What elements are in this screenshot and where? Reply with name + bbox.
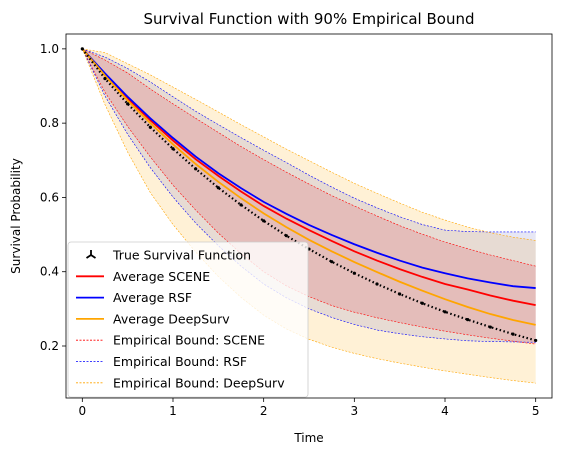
bound-bands xyxy=(82,48,536,384)
true-survival-point xyxy=(80,47,84,51)
bound-upper-empirical-bound-deepsurv xyxy=(82,48,536,241)
x-tick-label: 4 xyxy=(441,404,449,418)
series-line-average-deepsurv xyxy=(81,48,536,326)
bound-lower-empirical-bound-rsf xyxy=(82,48,536,343)
legend-frame xyxy=(67,241,309,398)
legend-label-average-rsf: Average RSF xyxy=(113,290,192,305)
true-survival-point xyxy=(171,147,175,151)
chart-title: Survival Function with 90% Empirical Bou… xyxy=(143,10,474,28)
true-survival-point xyxy=(443,310,447,314)
true-survival-point xyxy=(352,271,356,275)
x-axis: 0 1 2 3 4 5 xyxy=(79,398,540,418)
true-survival-point xyxy=(103,76,107,81)
bound-lower-empirical-bound-scene xyxy=(82,48,536,345)
legend-label-empirical-bound-deepsurv: Empirical Bound: DeepSurv xyxy=(113,375,285,390)
y-tick-label: 0.2 xyxy=(40,339,59,353)
legend-label-empirical-bound-rsf: Empirical Bound: RSF xyxy=(113,354,247,369)
x-tick-label: 0 xyxy=(79,404,87,418)
true-survival-point xyxy=(330,260,334,264)
true-survival-point xyxy=(534,338,538,343)
true-survival-point xyxy=(375,282,379,286)
true-survival-point xyxy=(126,102,130,106)
bound-upper-empirical-bound-scene xyxy=(82,48,536,267)
plot-area xyxy=(80,47,538,384)
y-tick-label: 0.8 xyxy=(40,116,59,130)
band-fill-empirical-bound-scene xyxy=(82,48,536,345)
x-tick-label: 1 xyxy=(169,404,177,418)
legend: True Survival Function Average SCENE Avera… xyxy=(67,241,309,398)
true-survival-point xyxy=(511,332,515,336)
true-survival-point xyxy=(284,234,288,238)
true-survival-point xyxy=(239,203,243,207)
true-survival-point xyxy=(488,325,492,329)
band-fill-empirical-bound-deepsurv xyxy=(82,48,536,384)
legend-label-empirical-bound-scene: Empirical Bound: SCENE xyxy=(113,333,265,348)
true-survival-point xyxy=(194,167,198,171)
plot-frame xyxy=(65,33,553,399)
true-survival-point xyxy=(262,219,266,223)
true-survival-point xyxy=(148,125,152,129)
y-tick-label: 0.4 xyxy=(40,265,59,279)
y-axis: 0.2 0.4 0.6 0.8 1.0 xyxy=(40,42,66,353)
y-axis-label: Survival Probability xyxy=(9,158,23,274)
x-tick-label: 2 xyxy=(260,404,268,418)
x-tick-label: 5 xyxy=(532,404,540,418)
series-line-average-scene xyxy=(81,48,536,307)
y-tick-label: 1.0 xyxy=(40,42,59,56)
legend-label-true-survival-function: True Survival Function xyxy=(112,248,251,263)
true-survival-point xyxy=(420,301,424,305)
true-survival-point xyxy=(466,318,470,322)
y-tick-label: 0.6 xyxy=(40,190,59,204)
legend-label-average-deepsurv: Average DeepSurv xyxy=(113,311,230,326)
bound-lower-empirical-bound-deepsurv xyxy=(82,48,536,384)
true-survival-point xyxy=(398,292,402,296)
legend-label-average-scene: Average SCENE xyxy=(113,269,210,284)
legend-marker-true-survival-function xyxy=(86,250,96,259)
x-axis-label: Time xyxy=(293,431,323,445)
series-lines xyxy=(80,47,538,343)
bound-upper-empirical-bound-rsf xyxy=(82,48,536,233)
band-fill-empirical-bound-rsf xyxy=(82,48,536,343)
series-line-average-rsf xyxy=(81,48,536,289)
x-tick-label: 3 xyxy=(351,404,359,418)
true-survival-point xyxy=(216,186,220,190)
